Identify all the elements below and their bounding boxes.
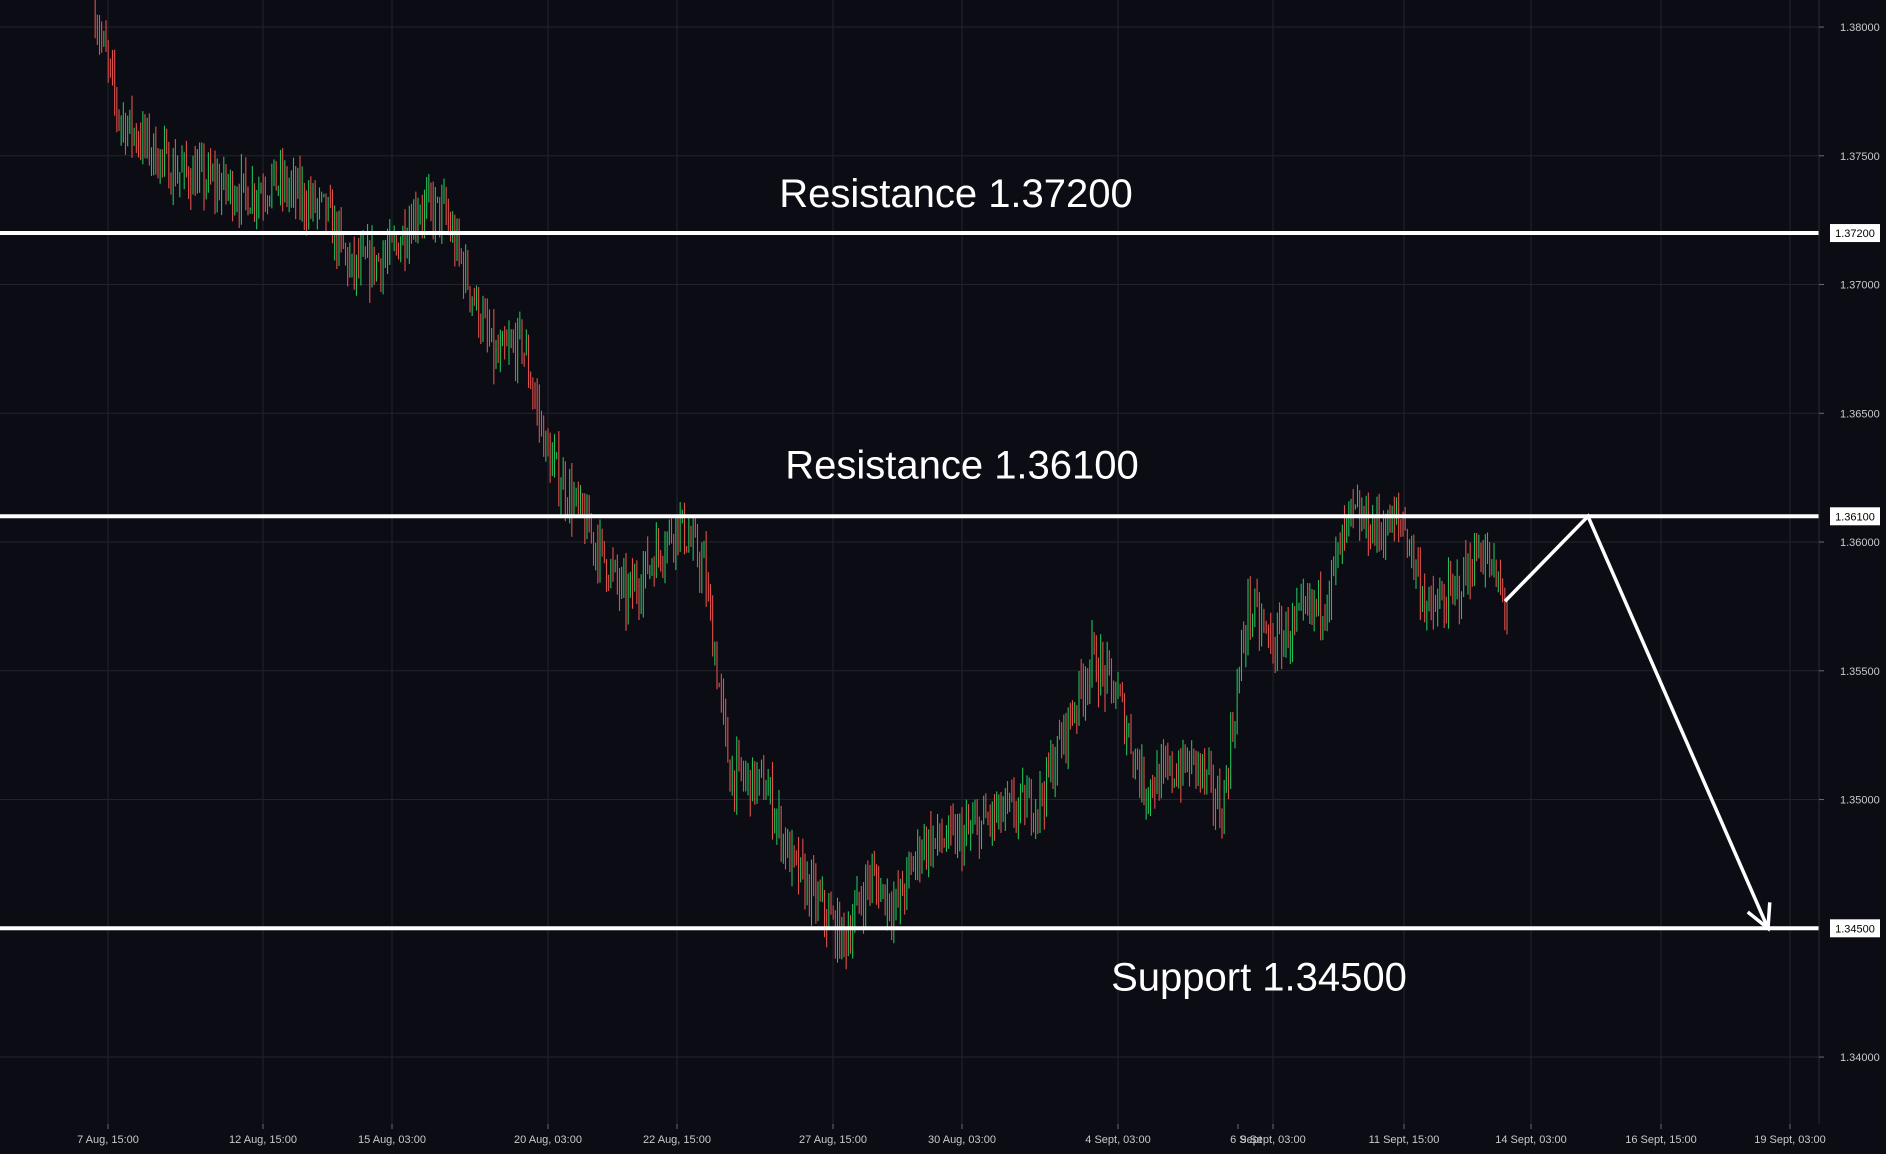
time-axis-label: 27 Aug, 15:00 bbox=[799, 1134, 867, 1146]
level-price-badge-text: 1.34500 bbox=[1835, 923, 1875, 935]
time-axis-label: 7 Aug, 15:00 bbox=[77, 1134, 139, 1146]
level-price-badge bbox=[1830, 224, 1880, 243]
level-price-badge-text: 1.36100 bbox=[1835, 511, 1875, 523]
price-axis-label: 1.36000 bbox=[1840, 537, 1880, 549]
time-axis-label: 16 Sept, 15:00 bbox=[1625, 1134, 1697, 1146]
price-axis-label: 1.35000 bbox=[1840, 795, 1880, 807]
time-axis-label: 15 Aug, 03:00 bbox=[358, 1134, 426, 1146]
time-axis-label: 4 Sept, 03:00 bbox=[1085, 1134, 1150, 1146]
time-axis-label: 14 Sept, 03:00 bbox=[1495, 1134, 1567, 1146]
time-axis-label: 11 Sept, 15:00 bbox=[1369, 1134, 1440, 1146]
time-axis-label: 30 Aug, 03:00 bbox=[928, 1134, 996, 1146]
price-axis-label: 1.35500 bbox=[1840, 666, 1880, 678]
projection-arrow bbox=[1503, 513, 1772, 932]
level-price-badge-text: 1.37200 bbox=[1835, 228, 1875, 240]
level-price-badge bbox=[1830, 507, 1880, 526]
price-axis-label: 1.37000 bbox=[1840, 280, 1880, 292]
projection-arrowhead bbox=[1746, 902, 1772, 932]
price-axis[interactable]: 1.38000 1.37500 1.37000 1.36500 1.36000 1.355… bbox=[1819, 22, 1880, 1064]
price-axis-label: 1.36500 bbox=[1840, 408, 1880, 420]
time-axis-label: 6 Sept bbox=[1230, 1134, 1262, 1146]
level-price-badge bbox=[1830, 919, 1880, 938]
candlesticks bbox=[94, 0, 1508, 970]
level-label: Resistance 1.37200 bbox=[779, 172, 1133, 216]
projection-path bbox=[1503, 513, 1770, 929]
time-axis[interactable]: 7 Aug, 15:00 12 Aug, 15:00 15 Aug, 03:00 20… bbox=[77, 1124, 1826, 1146]
time-axis-label: 19 Sept, 03:00 bbox=[1754, 1134, 1826, 1146]
level-label: Resistance 1.36100 bbox=[785, 443, 1139, 487]
grid-lines bbox=[0, 0, 1819, 1124]
time-axis-label: 22 Aug, 15:00 bbox=[643, 1134, 711, 1146]
price-axis-label: 1.38000 bbox=[1840, 22, 1880, 34]
time-axis-label: 20 Aug, 03:00 bbox=[514, 1134, 582, 1146]
price-axis-label: 1.34000 bbox=[1840, 1052, 1880, 1064]
time-axis-label: 12 Aug, 15:00 bbox=[229, 1134, 297, 1146]
price-axis-label: 1.37500 bbox=[1840, 151, 1880, 163]
time-axis-label: 9 Sept, 03:00 bbox=[1240, 1134, 1305, 1146]
horizontal-levels[interactable]: Resistance 1.37200 1.37200 Resistance 1.36… bbox=[0, 172, 1880, 999]
level-label: Support 1.34500 bbox=[1111, 955, 1407, 999]
